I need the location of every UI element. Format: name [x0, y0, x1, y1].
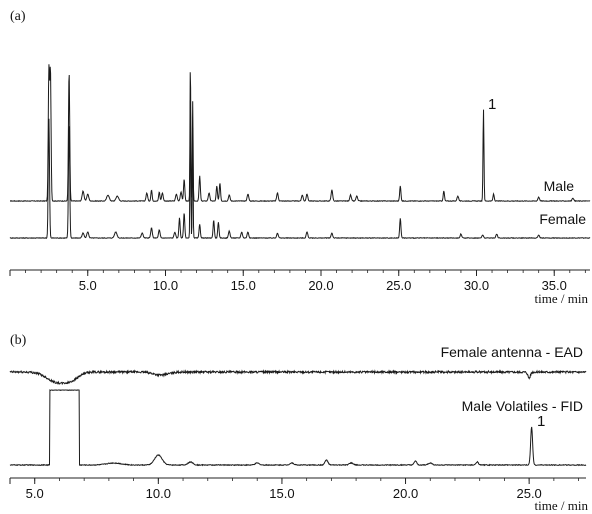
b-tick-label: 25.0 [516, 486, 541, 501]
a-tick-label: 35.0 [542, 278, 567, 293]
a-tick-label: 10.0 [153, 278, 178, 293]
panel-a-x-axis-label: time / min [535, 291, 589, 306]
panel-a: (a) 5.0 10.0 15.0 20.0 25.0 30.0 35.0 Male Fem… [9, 9, 591, 306]
series-label-ead: Female antenna - EAD [441, 344, 583, 360]
series-label-male: Male [544, 178, 575, 194]
series-label-fid: Male Volatiles - FID [462, 398, 583, 414]
panel-b-label: (b) [10, 333, 27, 348]
b-tick-label: 15.0 [269, 486, 294, 501]
panel-a-x-axis: 5.0 10.0 15.0 20.0 25.0 30.0 35.0 [9, 269, 590, 293]
panel-a-label: (a) [10, 9, 26, 24]
a-tick-label: 25.0 [386, 278, 411, 293]
panel-b-x-axis: 5.0 10.0 15.0 20.0 25.0 [9, 477, 586, 501]
a-trace-female [9, 100, 591, 240]
a-tick-label: 20.0 [308, 278, 333, 293]
panel-a-traces [9, 64, 591, 240]
panel-b-x-axis-label: time / min [535, 498, 589, 513]
b-trace-female-antenna-ead [9, 369, 587, 386]
a-tick-label: 30.0 [464, 278, 489, 293]
series-label-female: Female [539, 211, 586, 227]
b-tick-label: 5.0 [26, 486, 44, 501]
peak-1-label-b: 1 [537, 413, 545, 430]
panel-b: (b) 5.0 10.0 15.0 20.0 25.0 Female antenna -… [9, 333, 589, 513]
peak-1-label-a: 1 [488, 96, 496, 113]
a-tick-label: 15.0 [231, 278, 256, 293]
panel-b-traces [9, 369, 587, 467]
a-trace-male [9, 64, 591, 203]
a-tick-label: 5.0 [79, 278, 97, 293]
b-tick-label: 10.0 [146, 486, 171, 501]
b-tick-label: 20.0 [393, 486, 418, 501]
b-trace-male-volatiles-fid [9, 389, 587, 467]
